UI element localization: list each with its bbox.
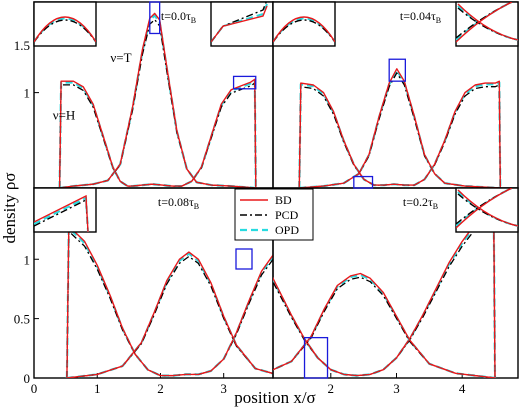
- labels-layer: density ρσ position x/σ: [0, 172, 316, 407]
- plot-area: [65, 225, 273, 378]
- zoom-box: [353, 175, 374, 189]
- series-line-bd-t: [299, 68, 501, 188]
- inset-curve-pcd: [211, 2, 267, 43]
- series-line-bd-t: [273, 272, 496, 378]
- panel-bottom-right: 2 3 4 t=0.2τB: [272, 187, 519, 396]
- inset-curve-bd: [456, 2, 518, 43]
- inset-top-left: [33, 1, 97, 47]
- series-line-bd-h: [273, 206, 496, 378]
- series-line-opd-h: [298, 81, 502, 188]
- x-tick-label: 3: [393, 381, 400, 396]
- x-tick-label: 1: [94, 381, 101, 396]
- legend-frame: [234, 188, 314, 241]
- zoom-box: [232, 75, 257, 90]
- y-tick-label: 0.5: [14, 312, 30, 327]
- inset-frame: [210, 1, 274, 47]
- annotation-nu-h: ν=H: [53, 107, 76, 122]
- y-tick-label: 1: [24, 86, 31, 101]
- inset-frame: [33, 1, 97, 47]
- zoom-box: [235, 248, 253, 270]
- inset-top-right: [455, 187, 519, 233]
- inset-curve-bd: [34, 16, 96, 43]
- x-axis-label: position x/σ: [234, 388, 315, 407]
- plot-area: [298, 68, 502, 188]
- x-tick-label: 2: [157, 381, 164, 396]
- panels-layer: 1 1.5 t=0.0τB ν=T ν=H t=0.04τB 0 0.5 1 0 1 2 3 t=0.08…: [14, 1, 519, 396]
- y-tick-label: 0: [24, 371, 31, 386]
- series-line-pcd-t: [66, 255, 273, 378]
- time-label: t=0.04τB: [400, 9, 441, 25]
- inset-frame: [272, 1, 336, 47]
- series-line-pcd-h: [58, 82, 257, 188]
- series-line-bd-h: [298, 80, 501, 188]
- inset-curve-bd: [211, 5, 268, 43]
- time-label: t=0.0τB: [161, 9, 196, 25]
- inset-top-left: [33, 187, 97, 233]
- zoom-box: [149, 1, 161, 35]
- y-axis-label: density ρσ: [0, 172, 19, 243]
- legend-label-bd: BD: [275, 193, 292, 207]
- series-line-pcd-h: [298, 84, 501, 188]
- series-line-bd-t: [59, 12, 256, 188]
- inset-curve-bd: [273, 16, 335, 43]
- y-tick-label: 1.5: [14, 38, 30, 53]
- inset-curve-bd: [34, 194, 89, 232]
- time-label: t=0.08τB: [158, 195, 199, 211]
- inset-top-right: [210, 1, 274, 47]
- series-line-pcd-h: [66, 230, 273, 378]
- time-label: t=0.2τB: [403, 195, 438, 211]
- panel-top-right: t=0.04τB: [272, 1, 519, 189]
- series-line-opd-t: [66, 252, 273, 378]
- plot-area: [58, 12, 257, 188]
- inset-curve-bd: [456, 188, 518, 229]
- series-line-opd-h: [65, 226, 273, 378]
- panel-top-left: 1 1.5 t=0.0τB ν=T ν=H: [14, 1, 274, 189]
- zoom-box: [388, 58, 407, 82]
- plot-area: [273, 206, 497, 378]
- x-tick-label: 3: [220, 381, 227, 396]
- annotation-nu-t: ν=T: [110, 50, 131, 65]
- inset-curve-opd: [211, 3, 268, 43]
- y-tick-label: 1: [24, 252, 31, 267]
- x-tick-label: 2: [328, 381, 335, 396]
- inset-top-left: [272, 1, 336, 47]
- panel-bottom-left: 0 0.5 1 0 1 2 3 t=0.08τB: [14, 187, 274, 396]
- series-line-bd-h: [66, 225, 273, 378]
- x-tick-label: 4: [459, 381, 466, 396]
- series-line-bd-h: [58, 78, 257, 188]
- inset-top-right: [455, 1, 519, 47]
- inset-frame: [455, 1, 519, 47]
- series-line-bd-t: [66, 251, 273, 378]
- legend-label-pcd: PCD: [275, 208, 299, 222]
- x-tick-label: 0: [31, 381, 38, 396]
- legend-label-opd: OPD: [275, 223, 299, 237]
- inset-frame: [455, 187, 519, 233]
- zoom-box: [303, 336, 329, 379]
